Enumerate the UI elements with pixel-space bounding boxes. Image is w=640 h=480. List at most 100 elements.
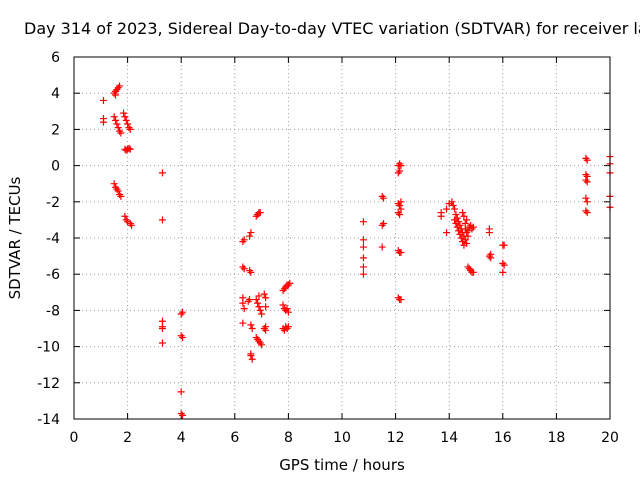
data-point (158, 169, 166, 177)
y-tick-label: 2 (51, 122, 60, 138)
data-point (448, 198, 456, 206)
x-tick-label: 20 (601, 430, 619, 446)
data-point (457, 234, 465, 242)
data-point (359, 270, 367, 278)
data-point (460, 212, 468, 220)
data-point (453, 223, 461, 231)
data-point (177, 388, 185, 396)
data-point (158, 339, 166, 347)
data-point (359, 236, 367, 244)
data-point (114, 124, 122, 132)
y-tick-label: 6 (51, 50, 60, 66)
data-point (126, 145, 134, 153)
y-tick-label: -6 (46, 267, 60, 283)
data-point (121, 113, 129, 121)
x-tick-label: 6 (230, 430, 239, 446)
data-point (284, 323, 292, 331)
data-point (110, 113, 118, 121)
y-tick-label: 4 (51, 86, 60, 102)
x-tick-label: 4 (177, 430, 186, 446)
data-point (443, 205, 451, 213)
y-tick-label: 0 (51, 159, 60, 175)
data-point (455, 227, 463, 235)
y-tick-label: -2 (46, 195, 60, 211)
x-tick-label: 8 (284, 430, 293, 446)
data-point (397, 198, 405, 206)
data-point (487, 254, 495, 262)
data-point (99, 96, 107, 104)
data-point (463, 229, 471, 237)
data-point (397, 162, 405, 170)
data-point (179, 308, 187, 316)
data-point (110, 180, 118, 188)
data-point (456, 230, 464, 238)
data-point (258, 310, 266, 318)
data-point (443, 229, 451, 237)
data-point (396, 210, 404, 218)
data-point (247, 229, 255, 237)
data-point (112, 116, 120, 124)
data-point (256, 209, 264, 217)
plot-frame (73, 56, 611, 420)
data-point (262, 326, 270, 334)
x-tick-labels: 0 2 4 6 8 10 12 14 16 18 20 (70, 430, 619, 446)
y-tick-label: -10 (37, 340, 60, 356)
data-point (359, 218, 367, 226)
data-point (112, 91, 120, 99)
data-point (469, 223, 477, 231)
data-point (469, 268, 477, 276)
data-point (582, 194, 590, 202)
data-point (158, 325, 166, 332)
data-point (459, 209, 467, 217)
data-point (116, 82, 124, 90)
data-point (286, 279, 294, 287)
data-point (113, 120, 121, 128)
data-point (485, 229, 493, 237)
data-point (397, 205, 405, 213)
data-point (437, 212, 445, 220)
data-point (283, 305, 291, 313)
x-tick-label: 18 (547, 430, 565, 446)
data-point (449, 201, 457, 209)
data-point (396, 201, 404, 209)
grid (74, 57, 610, 419)
data-point (380, 194, 388, 202)
data-point (247, 321, 255, 329)
data-point (499, 268, 507, 276)
x-axis-label: GPS time / hours (279, 456, 405, 474)
data-point (284, 308, 292, 316)
data-point (117, 192, 125, 200)
data-point (359, 243, 367, 251)
data-point (451, 216, 459, 224)
data-point (500, 241, 508, 249)
data-point (255, 303, 263, 311)
data-point (179, 334, 187, 342)
data-point (122, 116, 130, 124)
x-tick-label: 12 (387, 430, 405, 446)
data-point (262, 303, 270, 311)
x-tick-label: 0 (70, 430, 79, 446)
data-point (397, 248, 405, 256)
data-point (452, 210, 460, 218)
data-point (179, 411, 187, 419)
data-point (247, 268, 255, 276)
data-point (248, 355, 256, 363)
data-point (240, 265, 248, 273)
data-point (258, 341, 266, 349)
data-point (583, 209, 591, 217)
y-tick-label: -14 (37, 412, 60, 428)
data-point (247, 350, 255, 358)
data-point (461, 225, 469, 233)
data-point (125, 144, 133, 152)
data-point (451, 205, 459, 213)
data-point (255, 292, 263, 300)
data-point (583, 198, 591, 206)
data-point (128, 221, 136, 229)
data-points (99, 82, 614, 419)
data-point (240, 305, 248, 313)
data-point (279, 301, 287, 309)
data-point (124, 120, 132, 128)
data-point (459, 238, 467, 246)
